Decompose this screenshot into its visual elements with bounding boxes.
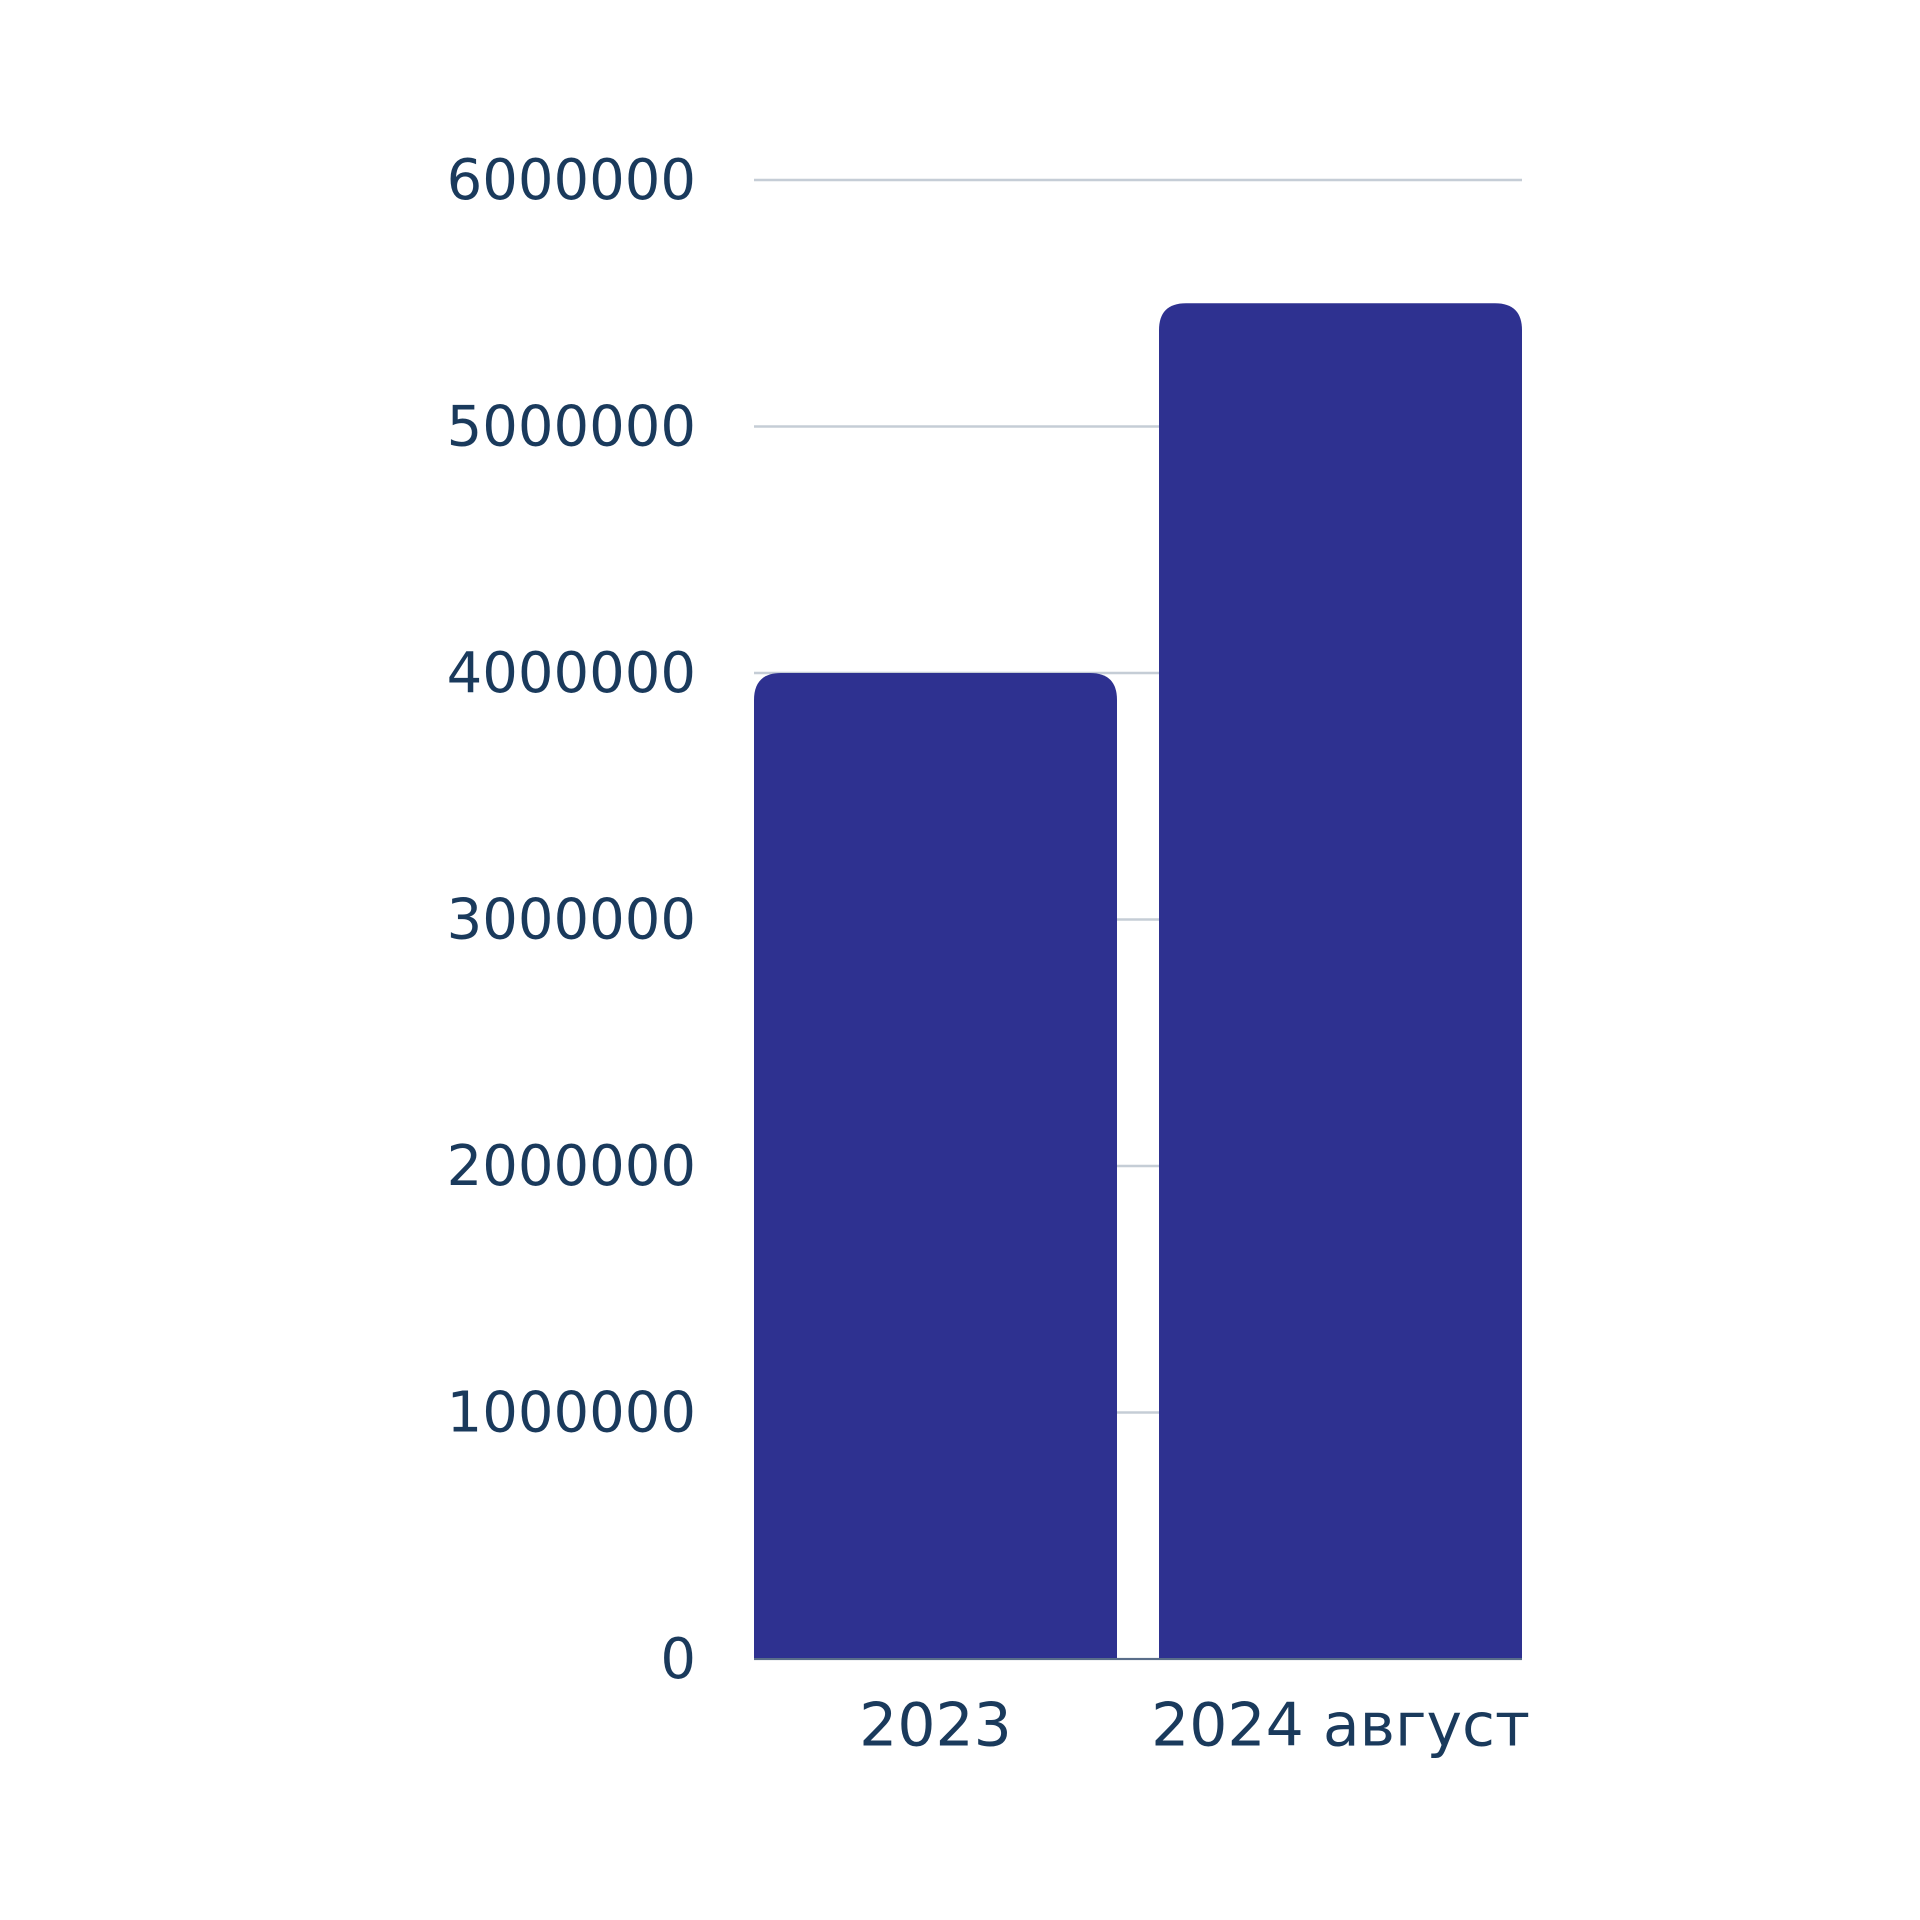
y-tick-label: 2000000	[447, 1134, 696, 1199]
x-tick-label: 2023	[859, 1691, 1012, 1761]
y-tick-label: 0	[660, 1627, 696, 1692]
bar	[754, 673, 1117, 1659]
y-tick-label: 6000000	[447, 148, 696, 213]
y-tick-label: 5000000	[447, 395, 696, 460]
x-tick-label: 2024 август	[1151, 1691, 1530, 1761]
y-tick-label: 4000000	[447, 641, 696, 706]
y-tick-label: 3000000	[447, 888, 696, 953]
y-tick-label: 1000000	[447, 1381, 696, 1446]
bar	[1159, 303, 1522, 1659]
